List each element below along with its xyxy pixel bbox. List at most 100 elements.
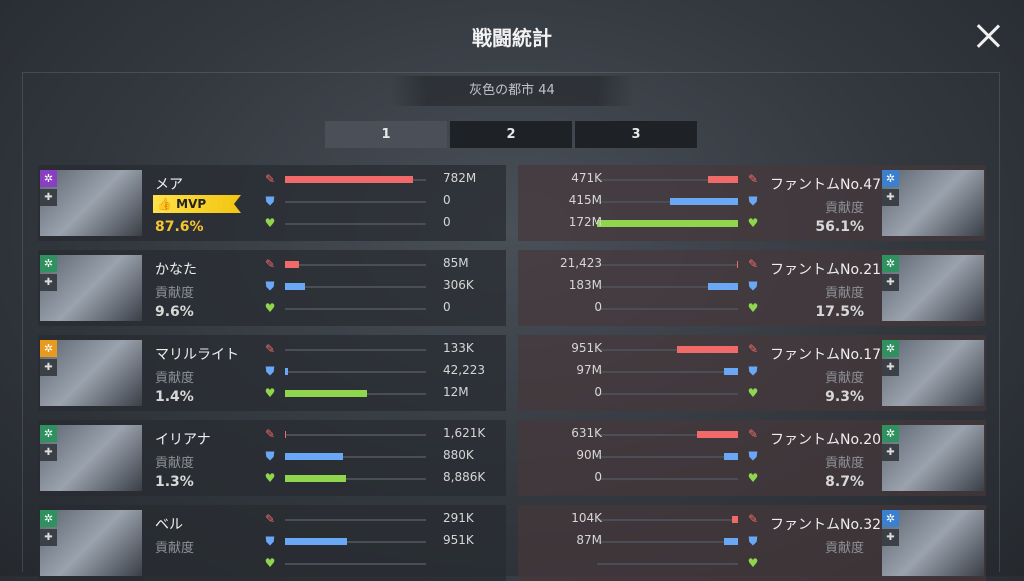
- enemy-card[interactable]: ✲ ✚ ファントムNo.20 貢献度 8.7% ✎ 631K ⛊ 90M ♥ 0: [518, 420, 986, 496]
- contribution-percent: 9.3%: [825, 389, 864, 405]
- heart-icon: ♥: [264, 556, 276, 570]
- enemy-card[interactable]: ✲ ✚ ファントムNo.17 貢献度 9.3% ✎ 951K ⛊ 97M ♥ 0: [518, 335, 986, 411]
- heal-value: 0: [594, 470, 602, 484]
- attack-bar-track: [597, 261, 738, 268]
- enemy-card[interactable]: ✲ ✚ ファントムNo.32 貢献度 ✎ 104K ⛊ 87M ♥: [518, 505, 986, 581]
- contribution-percent: 1.3%: [155, 474, 194, 490]
- unit-name: ファントムNo.21: [770, 262, 882, 278]
- defense-bar-fill: [670, 198, 738, 205]
- ally-card[interactable]: ✲ ✚ マリルライト 貢献度 1.4% ✎ 133K ⛊ 42,223 ♥ 12M: [38, 335, 506, 411]
- attack-stat: ✎ 1,621K: [263, 424, 503, 446]
- attack-bar-fill: [285, 431, 286, 438]
- class-icon: ✲: [40, 425, 57, 442]
- attack-bar-track: [597, 346, 738, 353]
- shield-icon: ⛊: [748, 449, 758, 463]
- tab-round-2[interactable]: 2: [450, 121, 572, 148]
- contribution-percent: 1.4%: [155, 389, 194, 405]
- defense-value: 951K: [443, 533, 474, 547]
- class-icon: ✲: [40, 170, 57, 187]
- attack-value: 133K: [443, 341, 474, 355]
- page-title: 戦闘統計: [472, 26, 552, 50]
- shield-icon: ⛊: [748, 279, 758, 293]
- class-icon: ✲: [882, 255, 899, 272]
- attack-stat: ✎ 104K: [538, 509, 778, 531]
- heal-stat: ♥ 0: [263, 213, 503, 235]
- heal-bar-fill: [285, 475, 346, 482]
- heart-icon: ♥: [264, 301, 276, 315]
- portrait: ✲ ✚: [882, 170, 984, 236]
- role-icon: ✚: [40, 189, 57, 206]
- heal-bar-track: [285, 223, 426, 225]
- defense-value: 97M: [576, 363, 602, 377]
- contribution-percent: 87.6%: [155, 219, 204, 235]
- shield-icon: ⛊: [748, 534, 758, 548]
- ally-card[interactable]: ✲ ✚ イリアナ 貢献度 1.3% ✎ 1,621K ⛊ 880K ♥ 8,886K: [38, 420, 506, 496]
- attack-bar-track: [597, 431, 738, 438]
- heal-value: 0: [443, 300, 451, 314]
- sword-icon: ✎: [747, 257, 759, 271]
- attack-bar-track: [597, 176, 738, 183]
- tab-round-3[interactable]: 3: [575, 121, 697, 148]
- round-tabs: 1 2 3: [325, 121, 697, 148]
- heal-bar-track: [285, 390, 426, 397]
- defense-value: 415M: [568, 193, 602, 207]
- attack-bar-fill: [732, 516, 738, 523]
- shield-icon: ⛊: [748, 364, 758, 378]
- contribution-label: 貢献度: [824, 371, 864, 386]
- attack-bar-fill: [677, 346, 738, 353]
- contribution-percent: 17.5%: [815, 304, 864, 320]
- ally-card[interactable]: ✲ ✚ メア 👍 MVP 87.6% ✎ 782M ⛊ 0 ♥ 0: [38, 165, 506, 241]
- heal-bar-track: [285, 563, 426, 565]
- sword-icon: ✎: [747, 342, 759, 356]
- contribution-label: 貢献度: [824, 456, 864, 471]
- close-icon[interactable]: [975, 23, 1001, 49]
- sword-icon: ✎: [747, 172, 759, 186]
- defense-bar-fill: [285, 283, 305, 290]
- enemy-card[interactable]: ✲ ✚ ファントムNo.47 貢献度 56.1% ✎ 471K ⛊ 415M ♥ 172M: [518, 165, 986, 241]
- unit-name: ファントムNo.47: [770, 177, 882, 193]
- class-icon: ✲: [882, 425, 899, 442]
- unit-name: ベル: [155, 517, 183, 533]
- heal-bar-fill: [597, 220, 738, 227]
- ally-card[interactable]: ✲ ✚ ベル 貢献度 ✎ 291K ⛊ 951K ♥: [38, 505, 506, 581]
- defense-bar-fill: [723, 538, 738, 545]
- heart-icon: ♥: [747, 471, 759, 485]
- sword-icon: ✎: [264, 427, 276, 441]
- defense-stat: ⛊ 90M: [538, 446, 778, 468]
- defense-stat: ⛊ 87M: [538, 531, 778, 553]
- portrait: ✲ ✚: [882, 255, 984, 321]
- heart-icon: ♥: [747, 556, 759, 570]
- contribution-label: 貢献度: [155, 371, 195, 386]
- defense-value: 306K: [443, 278, 474, 292]
- heal-bar-track: [597, 393, 738, 395]
- defense-stat: ⛊ 880K: [263, 446, 503, 468]
- attack-stat: ✎ 782M: [263, 169, 503, 191]
- attack-stat: ✎ 631K: [538, 424, 778, 446]
- ally-card[interactable]: ✲ ✚ かなた 貢献度 9.6% ✎ 85M ⛊ 306K ♥ 0: [38, 250, 506, 326]
- attack-bar-fill: [736, 261, 738, 268]
- role-icon: ✚: [40, 444, 57, 461]
- defense-bar-track: [285, 453, 426, 460]
- heal-value: 8,886K: [443, 470, 486, 484]
- defense-bar-track: [285, 538, 426, 545]
- attack-value: 85M: [443, 256, 469, 270]
- unit-name: イリアナ: [155, 432, 211, 448]
- defense-bar-track: [597, 453, 738, 460]
- heal-stat: ♥ 0: [538, 468, 778, 490]
- contribution-label: 貢献度: [824, 201, 864, 216]
- heal-bar-track: [285, 475, 426, 482]
- defense-value: 0: [443, 193, 451, 207]
- defense-stat: ⛊ 0: [263, 191, 503, 213]
- heart-icon: ♥: [747, 386, 759, 400]
- attack-value: 21,423: [560, 256, 602, 270]
- attack-bar-fill: [708, 176, 738, 183]
- portrait: ✲ ✚: [40, 510, 142, 576]
- tab-round-1[interactable]: 1: [325, 121, 447, 148]
- heal-value: 12M: [443, 385, 469, 399]
- defense-bar-track: [285, 201, 426, 203]
- heart-icon: ♥: [264, 471, 276, 485]
- portrait: ✲ ✚: [882, 425, 984, 491]
- enemy-card[interactable]: ✲ ✚ ファントムNo.21 貢献度 17.5% ✎ 21,423 ⛊ 183M ♥ 0: [518, 250, 986, 326]
- defense-bar-track: [597, 198, 738, 205]
- portrait: ✲ ✚: [40, 340, 142, 406]
